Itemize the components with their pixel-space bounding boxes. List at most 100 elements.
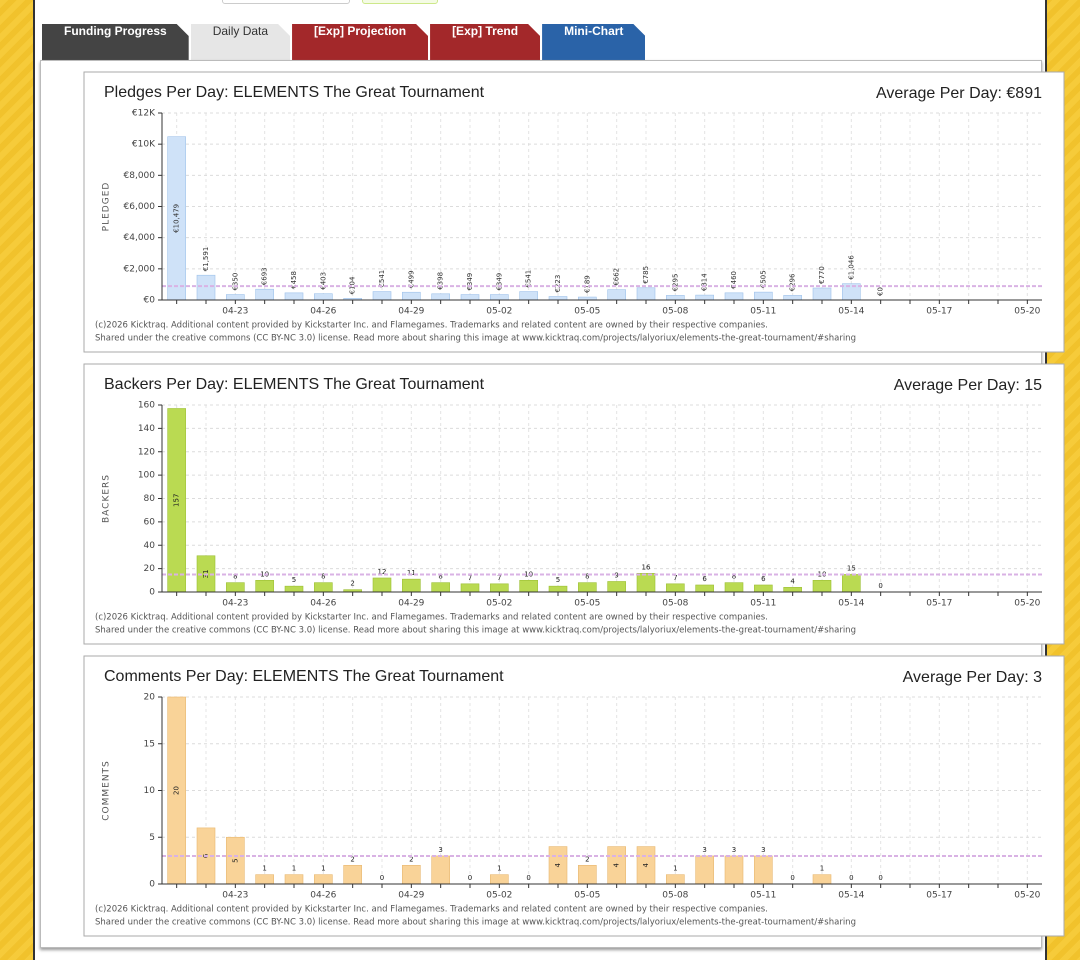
x-tick-label: 05-02 xyxy=(486,307,512,317)
value-label: €403 xyxy=(319,272,327,290)
bar xyxy=(431,293,450,301)
x-tick-label: 05-11 xyxy=(750,599,776,609)
value-label: 4 xyxy=(613,863,621,868)
input[interactable] xyxy=(362,0,438,4)
bar xyxy=(372,577,392,593)
value-label: €10,479 xyxy=(173,204,181,233)
value-label: 2 xyxy=(585,855,589,863)
y-tick-label: €0 xyxy=(144,296,156,306)
x-tick-label: 04-23 xyxy=(222,599,248,609)
value-label: €1,046 xyxy=(847,255,855,280)
x-tick-label: 05-14 xyxy=(838,599,864,609)
value-label: €541 xyxy=(525,270,533,288)
tab[interactable]: Funding Progress xyxy=(42,24,189,60)
y-tick-label: 100 xyxy=(138,471,155,481)
value-label: €693 xyxy=(261,267,269,285)
value-label: 0 xyxy=(878,874,882,882)
tab[interactable]: [Exp] Projection xyxy=(292,24,428,60)
bar xyxy=(255,874,274,885)
chart-box xyxy=(83,655,1065,937)
bar xyxy=(284,292,304,301)
x-tick-label: 05-17 xyxy=(926,307,952,317)
footer-text: Shared under the creative commons (CC BY… xyxy=(95,626,856,636)
value-label: €541 xyxy=(378,270,386,288)
bar xyxy=(314,582,333,593)
bar xyxy=(402,864,421,885)
bar xyxy=(519,580,538,593)
bar xyxy=(695,584,714,593)
y-tick-label: 80 xyxy=(144,494,156,504)
value-label: 6 xyxy=(702,575,707,583)
bar xyxy=(812,580,832,593)
tab[interactable]: Daily Data xyxy=(191,24,290,60)
x-tick-label: 05-08 xyxy=(662,599,688,609)
y-tick-label: €10K xyxy=(132,140,156,150)
x-tick-label: 04-29 xyxy=(398,891,424,901)
y-tick-label: €4,000 xyxy=(124,233,156,243)
y-tick-label: 160 xyxy=(138,401,155,411)
bar xyxy=(431,855,450,885)
y-axis-label: PLEDGED xyxy=(102,182,112,232)
x-tick-label: 04-26 xyxy=(310,891,336,901)
bar xyxy=(695,294,714,301)
bar xyxy=(695,855,714,885)
chart-title: Backers Per Day: ELEMENTS The Great Tour… xyxy=(104,376,485,393)
x-tick-label: 05-20 xyxy=(1014,599,1040,609)
value-label: €0 xyxy=(877,287,885,296)
chart-box xyxy=(83,363,1065,645)
x-tick-label: 05-11 xyxy=(750,891,776,901)
bar xyxy=(226,582,245,593)
y-axis-label: BACKERS xyxy=(102,474,112,523)
value-label: 1 xyxy=(820,865,824,873)
x-tick-label: 05-17 xyxy=(926,891,952,901)
bar xyxy=(607,581,626,593)
bar xyxy=(666,295,685,301)
average-label: Average Per Day: 15 xyxy=(894,377,1042,394)
footer-text: Shared under the creative commons (CC BY… xyxy=(95,334,856,344)
value-label: €785 xyxy=(642,266,650,284)
bar xyxy=(372,291,392,301)
bar xyxy=(519,291,538,301)
value-label: 3 xyxy=(438,846,442,854)
bar xyxy=(724,855,744,885)
bar xyxy=(607,289,626,301)
bar xyxy=(724,292,744,301)
tab[interactable]: Mini-Chart xyxy=(542,24,645,60)
bar xyxy=(314,874,333,885)
value-label: 5 xyxy=(556,576,560,584)
y-tick-label: 15 xyxy=(144,739,155,749)
value-label: €505 xyxy=(759,270,767,288)
bar xyxy=(666,583,685,593)
bar xyxy=(490,583,509,593)
value-label: 0 xyxy=(380,874,384,882)
y-tick-label: 140 xyxy=(138,424,155,434)
x-tick-label: 04-23 xyxy=(222,307,248,317)
value-label: 11 xyxy=(407,569,416,577)
y-tick-label: €6,000 xyxy=(124,202,156,212)
bar xyxy=(226,294,245,301)
bar xyxy=(754,291,773,301)
value-label: 0 xyxy=(468,874,472,882)
x-tick-label: 04-29 xyxy=(398,307,424,317)
bar xyxy=(783,587,802,593)
value-label: €223 xyxy=(554,275,562,293)
value-label: 5 xyxy=(292,576,296,584)
x-tick-label: 05-14 xyxy=(838,891,864,901)
y-tick-label: 0 xyxy=(149,588,155,598)
bar xyxy=(548,296,568,301)
x-tick-label: 05-02 xyxy=(486,599,512,609)
tab[interactable]: [Exp] Trend xyxy=(430,24,540,60)
footer-text: Shared under the creative commons (CC BY… xyxy=(95,918,856,928)
value-label: €1,591 xyxy=(202,247,210,272)
value-label: 8 xyxy=(233,573,237,581)
x-tick-label: 04-29 xyxy=(398,599,424,609)
x-tick-label: 05-08 xyxy=(662,891,688,901)
input[interactable] xyxy=(222,0,350,4)
value-label: 8 xyxy=(438,573,442,581)
value-label: 1 xyxy=(292,865,296,873)
y-tick-label: 5 xyxy=(149,833,155,843)
y-tick-label: 20 xyxy=(144,564,156,574)
bar xyxy=(196,274,216,301)
value-label: €295 xyxy=(671,274,679,292)
